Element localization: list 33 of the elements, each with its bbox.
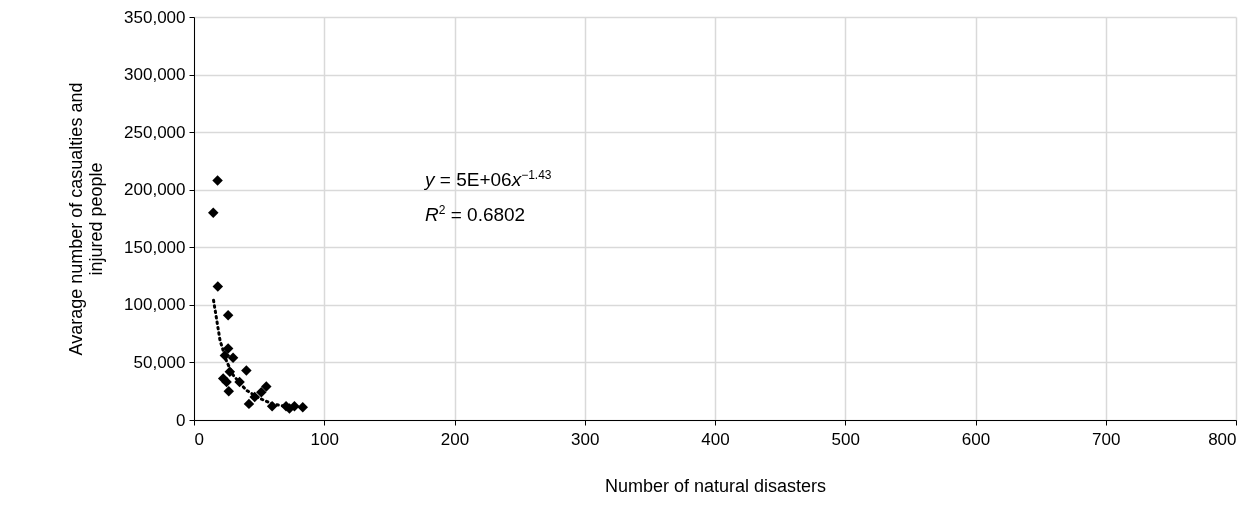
y-axis-title: Avarage number of casualties and injured people	[66, 82, 107, 356]
point	[241, 365, 252, 376]
y-tick-label: 200,000	[124, 180, 186, 200]
y-tick-label: 100,000	[124, 295, 186, 315]
point	[297, 402, 308, 413]
point	[221, 376, 232, 388]
point	[261, 381, 272, 392]
y-tick-label: 300,000	[124, 65, 186, 85]
x-axis-title: Number of natural disasters	[604, 475, 827, 496]
y-tick-label: 250,000	[124, 122, 186, 142]
annotation: R$^{2}$ = 0.6802	[425, 202, 527, 228]
x-tick-label: 100	[310, 429, 339, 449]
x-tick-label: 600	[961, 429, 991, 449]
x-tick-label: 800	[1208, 429, 1237, 449]
y-tick-label: 350,000	[124, 7, 186, 27]
x-tick-label: 700	[1092, 429, 1121, 449]
point	[243, 398, 255, 410]
point	[208, 207, 219, 218]
y-tick-label: 150,000	[124, 237, 186, 257]
point	[227, 352, 239, 364]
x-tick-label: 500	[831, 429, 860, 449]
point	[222, 309, 234, 321]
x-tick-label: 400	[701, 429, 730, 449]
point	[256, 387, 267, 398]
y-tick-label: 50,000	[133, 352, 186, 372]
x-tick-label: 0	[194, 429, 204, 449]
y-tick-label: 0	[176, 410, 186, 430]
x-tick-label: 200	[440, 429, 470, 449]
point	[223, 385, 235, 397]
annotation: y = 5E+06x$^{−1.43}$	[425, 167, 552, 193]
x-tick-label: 300	[571, 429, 600, 449]
point	[212, 281, 224, 292]
point	[212, 175, 223, 186]
